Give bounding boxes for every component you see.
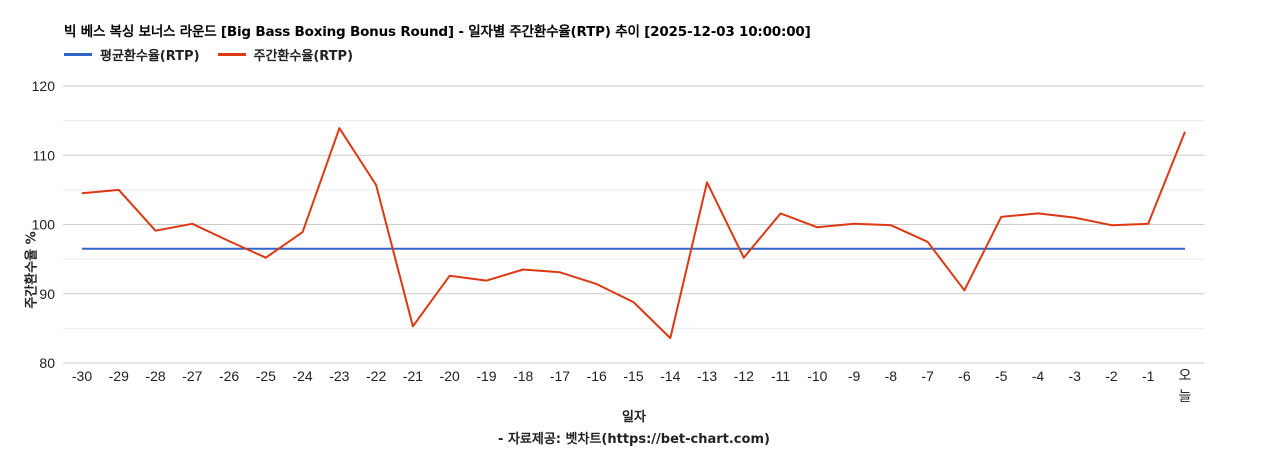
x-tick-label: -29	[109, 368, 129, 384]
x-tick-label: -2	[1105, 368, 1118, 384]
x-tick-label: -27	[182, 368, 202, 384]
x-tick-label: 늘	[1179, 388, 1192, 404]
x-tick-label: -14	[660, 368, 680, 384]
x-tick-label: -15	[623, 368, 643, 384]
x-tick-label: -23	[329, 368, 349, 384]
x-tick-label: -18	[513, 368, 533, 384]
y-tick-label: 90	[39, 286, 55, 302]
series-weekly-rtp-line[interactable]	[81, 127, 1186, 340]
x-tick-label: -13	[697, 368, 717, 384]
y-tick-label: 110	[33, 147, 56, 163]
y-tick-label: 80	[39, 355, 55, 371]
x-tick-label: -1	[1142, 368, 1155, 384]
x-tick-label: -12	[734, 368, 754, 384]
y-tick-label: 120	[32, 78, 56, 94]
x-tick-label: -21	[403, 368, 423, 384]
x-tick-label: -19	[476, 368, 496, 384]
x-tick-label: -26	[219, 368, 239, 384]
x-tick-label: -6	[958, 368, 971, 384]
x-tick-label: -24	[292, 368, 312, 384]
legend-swatch-blue-icon	[64, 53, 92, 56]
x-tick-label: -9	[848, 368, 861, 384]
x-tick-label: -30	[72, 368, 92, 384]
source-credit: - 자료제공: 벳차트(https://bet-chart.com)	[498, 432, 770, 447]
x-tick-label: -4	[1032, 368, 1045, 384]
x-tick-label: -17	[550, 368, 570, 384]
x-tick-label: -25	[256, 368, 276, 384]
chart-title: 빅 베스 복싱 보너스 라운드 [Big Bass Boxing Bonus R…	[64, 24, 811, 40]
x-tick-label: -10	[807, 368, 827, 384]
x-tick-label: -28	[145, 368, 165, 384]
legend-swatch-red-icon	[217, 53, 246, 56]
x-tick-label: -3	[1068, 368, 1081, 384]
x-tick-label: -7	[921, 368, 934, 384]
legend-label: 평균환수율(RTP)	[100, 49, 200, 64]
legend-item-average[interactable]: 평균환수율(RTP)	[64, 45, 200, 64]
x-tick-label: -5	[995, 368, 1008, 384]
x-tick-label: 오	[1179, 367, 1192, 383]
y-tick-label: 100	[32, 217, 56, 233]
legend: 평균환수율(RTP) 주간환수율(RTP)	[64, 45, 371, 64]
x-tick-label: -20	[440, 368, 460, 384]
x-axis-label: 일자	[622, 410, 646, 425]
x-tick-label: -11	[771, 368, 790, 384]
x-tick-label: -16	[587, 368, 607, 384]
x-tick-label: -22	[366, 368, 386, 384]
x-tick-label: -8	[885, 368, 898, 384]
legend-item-weekly[interactable]: 주간환수율(RTP)	[217, 45, 354, 64]
legend-label: 주간환수율(RTP)	[253, 49, 354, 64]
